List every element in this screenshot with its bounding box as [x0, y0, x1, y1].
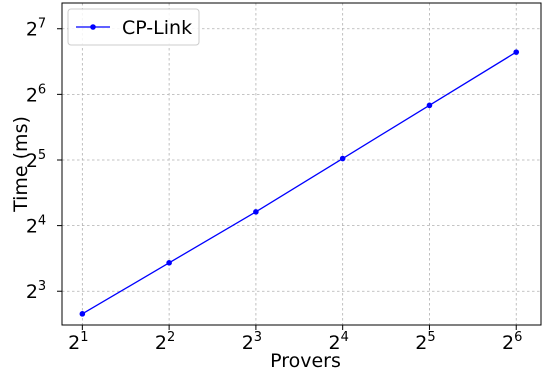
x-axis-label: Provers	[270, 350, 341, 371]
y-tick-label: 26	[26, 82, 46, 106]
x-tick-label: 24	[328, 330, 348, 354]
y-tick-label: 27	[26, 17, 46, 41]
legend-label: CP-Link	[122, 17, 192, 39]
y-axis-label: Time (ms)	[10, 116, 32, 213]
x-tick-label: 25	[415, 330, 435, 354]
data-point	[79, 311, 86, 317]
y-tick-label: 24	[26, 214, 46, 238]
x-tick-label: 21	[68, 330, 88, 354]
y-axis-ticks: 23 24 25 26 27	[26, 17, 62, 303]
series-layer	[79, 49, 520, 317]
series-line	[82, 51, 517, 315]
y-tick-label: 23	[26, 279, 46, 303]
data-point	[426, 102, 433, 109]
x-axis-ticks: 21 22 23 24 25 26	[68, 325, 522, 354]
x-tick-label: 26	[502, 330, 522, 354]
data-point	[253, 209, 259, 215]
data-point	[513, 49, 520, 55]
grid	[62, 3, 541, 325]
legend: CP-Link	[67, 8, 200, 46]
data-point	[166, 260, 172, 266]
x-tick-label: 23	[242, 330, 262, 354]
legend-box	[67, 8, 200, 46]
legend-marker-swatch	[90, 24, 96, 30]
data-point	[339, 155, 346, 162]
y-tick-label: 25	[26, 148, 46, 172]
x-tick-label: 22	[155, 330, 175, 354]
plot-frame	[61, 2, 542, 326]
